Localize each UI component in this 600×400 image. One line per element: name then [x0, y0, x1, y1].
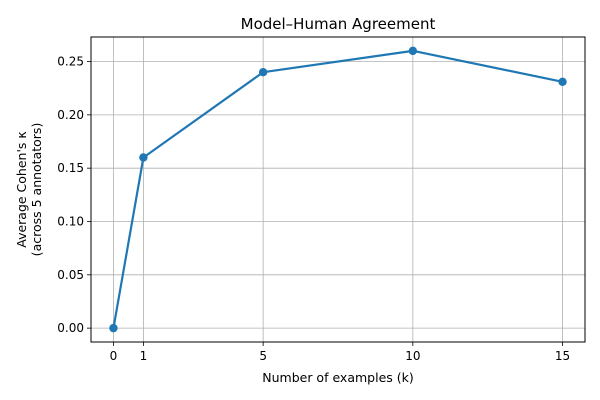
series-layer [109, 46, 567, 333]
y-tick-label: 0.20 [57, 108, 84, 122]
chart-title: Model–Human Agreement [241, 15, 436, 33]
y-axis-ticks: 0.00 0.05 0.10 0.15 0.20 0.25 [57, 55, 91, 335]
data-point [109, 323, 118, 333]
data-point [408, 46, 418, 56]
data-point [139, 153, 148, 162]
x-axis-ticks: 0 1 5 10 15 [110, 342, 570, 363]
x-tick-label: 10 [405, 349, 420, 363]
x-tick-label: 1 [140, 349, 148, 363]
y-tick-label: 0.05 [57, 268, 84, 282]
y-axis-label-line-1: Average Cohen's κ [14, 131, 29, 248]
series-line [112, 49, 563, 329]
y-tick-label: 0.10 [57, 214, 84, 228]
x-axis-label: Number of examples (k) [262, 370, 414, 385]
y-axis-label-group: Average Cohen's κ (across 5 annotators) [14, 123, 44, 257]
data-point [258, 67, 268, 77]
y-tick-label: 0.00 [57, 321, 84, 335]
x-tick-label: 15 [555, 349, 570, 363]
x-tick-label: 0 [110, 349, 118, 363]
x-tick-label: 5 [259, 349, 267, 363]
data-point [558, 77, 567, 86]
y-axis-label-line-2: (across 5 annotators) [29, 123, 44, 257]
y-tick-label: 0.25 [57, 55, 84, 69]
plot-frame [90, 36, 586, 343]
grid [91, 37, 585, 342]
y-tick-label: 0.15 [57, 161, 84, 175]
